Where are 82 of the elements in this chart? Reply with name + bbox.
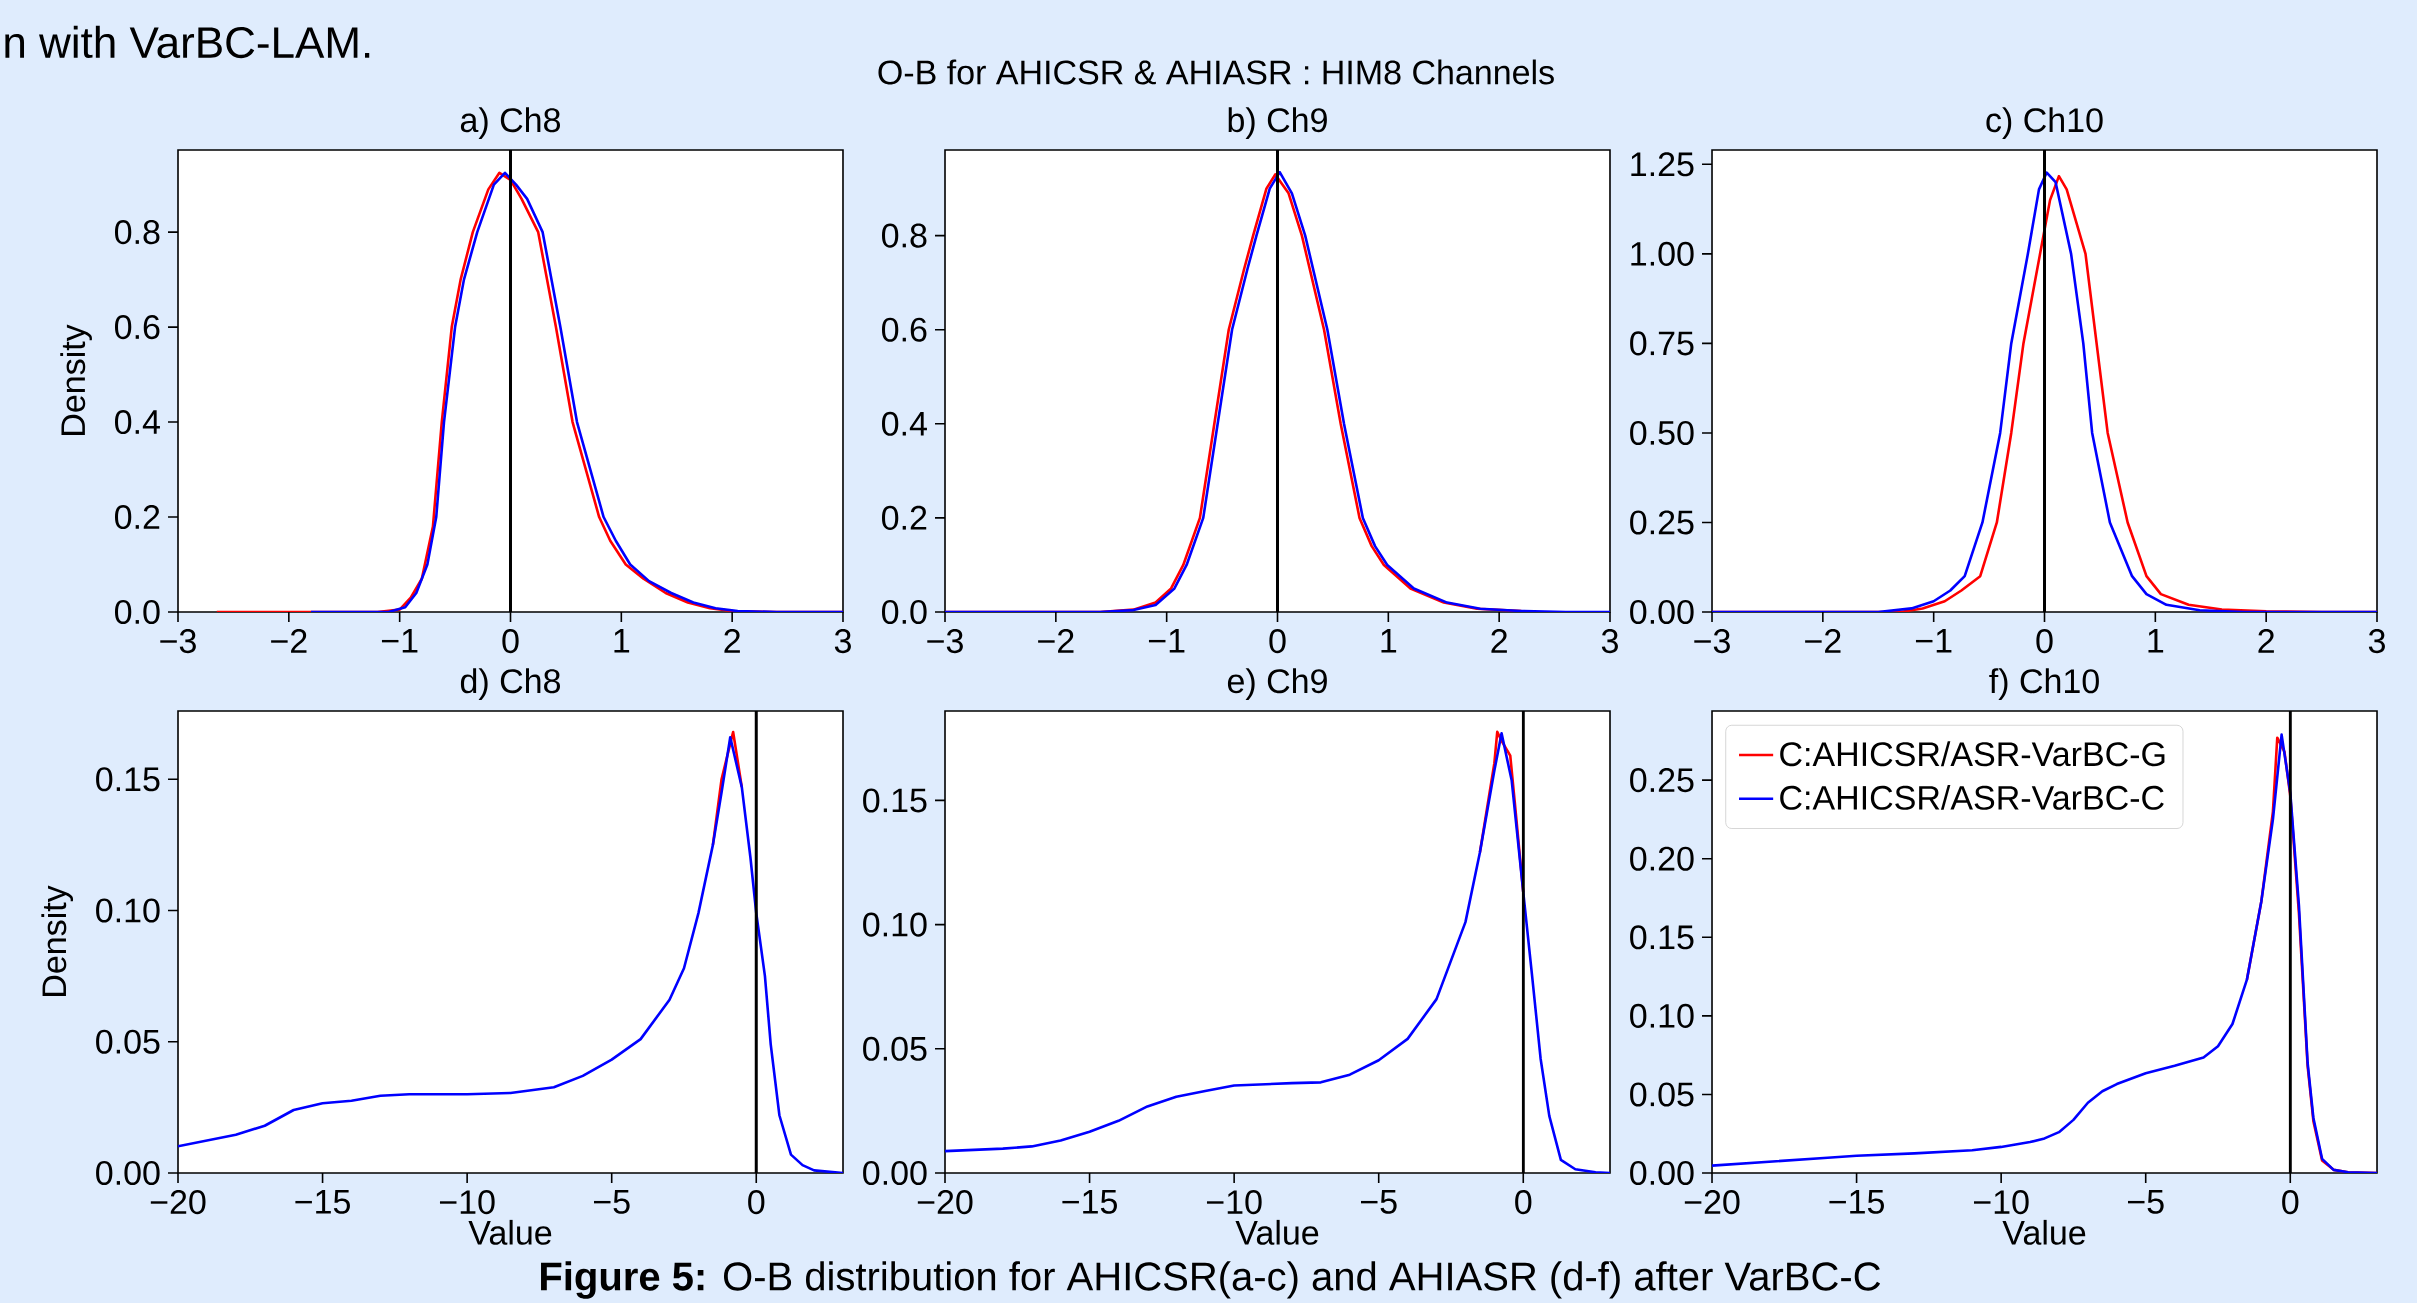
x-tick-label: 2 (2258, 629, 2274, 653)
y-tick-label: 1.00 (1631, 241, 1694, 266)
y-tick-label: 0.15 (1630, 925, 1694, 950)
x-tick-label: −5 (593, 1190, 630, 1214)
x-tick-label: −1 (381, 629, 418, 653)
legend-label: C:AHICSR/ASR-VarBC-C (1780, 784, 2164, 810)
y-tick-label: 0.10 (1630, 1003, 1694, 1028)
x-tick-label: −3 (927, 629, 963, 654)
x-tick-label: −2 (271, 629, 307, 653)
y-tick-label: 0.50 (1630, 420, 1694, 445)
text: n with VarBC-LAM. (5, 25, 370, 59)
y-tick-label: 0.4 (881, 411, 927, 436)
y-tick-label: 0.25 (1630, 510, 1694, 535)
x-tick-label: −1 (1915, 629, 1952, 653)
y-tick-label: 0.0 (881, 599, 927, 625)
x-tick-label: −10 (1206, 1190, 1262, 1215)
y-tick-label: 0.25 (1630, 768, 1694, 793)
y-tick-label: 0.8 (881, 223, 927, 248)
y-tick-label: 0.15 (863, 788, 927, 813)
x-tick-label: −2 (1038, 629, 1074, 653)
y-tick-label: 0.4 (114, 410, 160, 435)
x-tick-label: −2 (1805, 629, 1841, 653)
legend-label: C:AHICSR/ASR-VarBC-G (1780, 741, 2165, 767)
x-tick-label: 1 (614, 629, 630, 653)
chart-title: f) Ch10 (1989, 668, 2099, 700)
y-tick-label: 0.00 (96, 1160, 160, 1186)
x-tick-label: 0 (502, 629, 519, 654)
x-axis-title: Value (1235, 1219, 1319, 1245)
x-tick-label: −1 (1148, 629, 1185, 653)
x-tick-label: 3 (834, 629, 851, 654)
y-tick-label: 0.05 (863, 1036, 927, 1061)
y-tick-label: 0.75 (1630, 331, 1694, 356)
y-axis-title: Density (41, 885, 74, 996)
y-axis-title: Density (60, 324, 92, 435)
x-tick-label: 0 (1515, 1190, 1532, 1215)
x-tick-label: 3 (2368, 629, 2385, 654)
x-tick-label: 0 (2282, 1190, 2299, 1215)
x-tick-label: 1 (1381, 629, 1397, 653)
chart-title: e) Ch9 (1227, 668, 1327, 700)
x-tick-label: 2 (724, 629, 740, 653)
chart-title: c) Ch10 (1986, 107, 2103, 139)
y-tick-label: 0.00 (1630, 599, 1694, 625)
y-tick-label: 0.2 (114, 504, 160, 530)
x-tick-label: 0 (748, 1190, 765, 1215)
y-tick-label: 0.10 (863, 912, 927, 937)
y-tick-label: 0.00 (863, 1160, 927, 1186)
x-tick-label: −10 (439, 1190, 495, 1215)
y-tick-label: 0.15 (96, 767, 160, 792)
text: O-B for AHICSR & AHIASR : HIM8 Channels (878, 59, 1554, 85)
x-tick-label: −10 (1973, 1190, 2029, 1215)
x-axis-title: Value (468, 1219, 552, 1245)
y-tick-label: 0.6 (881, 317, 927, 342)
x-tick-label: −3 (160, 629, 196, 654)
y-tick-label: 0.8 (114, 220, 160, 245)
y-tick-label: 0.20 (1630, 846, 1694, 871)
x-tick-label: −5 (1360, 1190, 1397, 1214)
x-tick-label: 2 (1491, 629, 1507, 653)
chart-title: a) Ch8 (460, 107, 561, 139)
x-tick-label: 3 (1601, 629, 1618, 654)
x-tick-label: 0 (1269, 629, 1286, 654)
y-tick-label: 0.05 (96, 1029, 160, 1054)
y-tick-label: 0.00 (1630, 1160, 1694, 1186)
y-tick-label: 0.6 (114, 315, 160, 340)
x-axis-title: Value (2002, 1219, 2086, 1245)
chart-title: b) Ch9 (1228, 107, 1327, 139)
x-tick-label: −20 (917, 1190, 973, 1215)
text: Figure 5: O-B distribution for AHICSR(a-c) and AHIASR (d-f) after VarBC-C (541, 1261, 1881, 1299)
y-tick-label: 1.25 (1631, 152, 1694, 177)
y-tick-label: 0.10 (96, 898, 160, 923)
y-tick-label: 0.2 (881, 505, 927, 530)
y-tick-label: 0.0 (114, 599, 160, 625)
y-tick-label: 0.05 (1630, 1082, 1694, 1107)
x-tick-label: −15 (295, 1190, 350, 1214)
x-tick-label: −3 (1694, 629, 1730, 654)
x-tick-label: 1 (2148, 629, 2164, 653)
x-tick-label: −5 (2127, 1190, 2164, 1214)
x-tick-label: 0 (2036, 629, 2053, 654)
x-tick-label: −20 (150, 1190, 206, 1215)
x-tick-label: −15 (1062, 1190, 1117, 1214)
x-tick-label: −20 (1684, 1190, 1740, 1215)
x-tick-label: −15 (1829, 1190, 1884, 1214)
chart-title: d) Ch8 (460, 668, 561, 700)
